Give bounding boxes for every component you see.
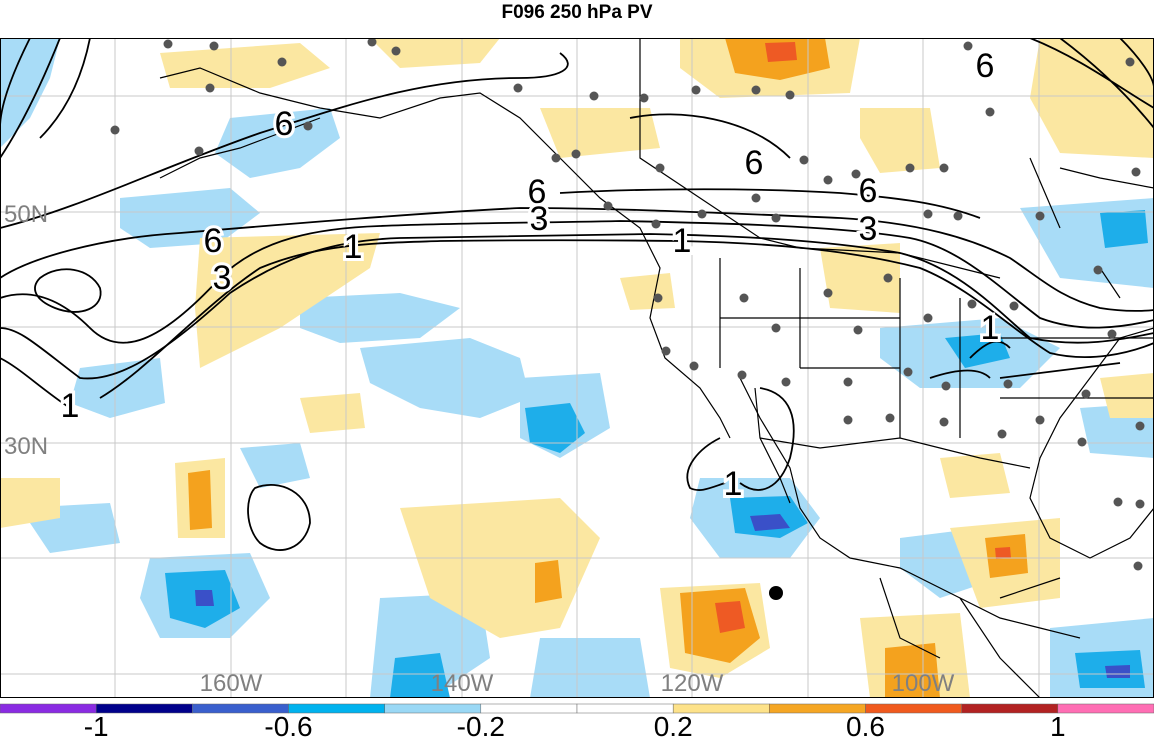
anomaly-pos-core-2 <box>188 470 212 530</box>
contour-1-plains <box>929 340 1011 379</box>
anomaly-neg-1 <box>0 38 60 148</box>
anomaly-neg-core-1 <box>525 403 585 453</box>
lat-labels: 50N 30N <box>4 201 48 460</box>
colorbar-swatch <box>961 703 1059 714</box>
anomaly-pos-16 <box>1100 373 1154 418</box>
contour-label: 1 <box>981 309 1000 347</box>
contour-label: 1 <box>344 228 363 266</box>
anomaly-pos-max-3 <box>995 547 1011 559</box>
lon-label-160w: 160W <box>200 670 263 697</box>
anomaly-neg-max-3 <box>1105 665 1130 678</box>
contour-label: 6 <box>859 172 878 210</box>
contour-closed-1 <box>34 268 102 313</box>
shading-red-orange <box>715 42 1011 633</box>
anomaly-neg-core-6 <box>390 653 450 698</box>
anomaly-pos-5 <box>860 108 940 173</box>
lon-label-140w: 140W <box>431 670 494 697</box>
lat-label-50n: 50N <box>4 201 48 228</box>
anomaly-pos-8 <box>820 243 900 313</box>
mexico-coast <box>739 377 1081 639</box>
station-dots <box>110 38 1145 571</box>
anomaly-neg-core-5 <box>1100 210 1148 248</box>
contour-label: 1 <box>673 222 692 260</box>
canada-borders <box>1029 157 1154 299</box>
central-america-borders <box>879 577 1061 698</box>
anomaly-pos-core-5 <box>885 643 940 698</box>
us-mexico-border <box>759 437 1031 469</box>
colorbar-swatch <box>0 703 97 714</box>
contour-6-band <box>559 188 981 219</box>
colorbar-label: 0.6 <box>846 711 885 739</box>
anomaly-pos-2 <box>370 38 500 68</box>
anomaly-neg-max-1 <box>750 514 790 531</box>
gulf-coast <box>1029 327 1154 559</box>
contour-2-jet <box>0 233 1154 380</box>
chart-title: F096 250 hPa PV <box>501 2 653 23</box>
contour-closed-2 <box>247 484 311 551</box>
anomaly-neg-11 <box>530 638 650 698</box>
anomaly-pos-6 <box>1030 38 1154 158</box>
colorbar-label: -0.2 <box>457 711 505 739</box>
anomaly-pos-9 <box>300 393 365 433</box>
anomaly-pos-12 <box>400 498 600 638</box>
anomaly-neg-3 <box>120 188 260 248</box>
graticule <box>0 38 1154 698</box>
pv-map: 6 6 6 6 6 6 3 3 3 1 1 1 1 1 <box>0 38 1154 698</box>
colorbar-label: -0.6 <box>264 711 312 739</box>
anomaly-pos-4 <box>540 108 660 158</box>
highlight-dot <box>769 586 783 600</box>
anomaly-neg-max-2 <box>195 590 214 606</box>
us-canada-border <box>639 38 1001 279</box>
contour-6-jet <box>0 207 1154 312</box>
colorbar-label: 1 <box>1050 711 1066 739</box>
colorbar-labels: -1 -0.6 -0.2 0.2 0.6 1 <box>84 711 1066 739</box>
colorbar-label: -1 <box>84 711 109 739</box>
contour-label: 6 <box>204 222 223 260</box>
colorbar-swatch <box>1057 703 1154 714</box>
state-borders <box>719 258 1154 438</box>
contour-label: 3 <box>213 259 232 297</box>
contour-6-north <box>0 52 569 229</box>
contour-label: 1 <box>61 387 80 425</box>
anomaly-neg-6 <box>70 358 165 418</box>
pv-contours <box>0 38 1154 551</box>
contour-label: 3 <box>859 210 878 248</box>
anomaly-pos-11 <box>0 478 60 528</box>
contour-label: 3 <box>530 200 549 238</box>
shading-dark-blue <box>195 514 1130 678</box>
colorbar: -1 -0.6 -0.2 0.2 0.6 1 <box>0 703 1154 739</box>
contour-label: 6 <box>976 47 995 85</box>
colorbar-swatches <box>0 703 1154 714</box>
contour-label: 6 <box>745 144 764 182</box>
contour-1-jet <box>0 239 1154 409</box>
lat-label-30n: 30N <box>4 433 48 460</box>
anomaly-neg-17 <box>240 443 310 488</box>
contour-1-baja-2 <box>686 437 726 491</box>
anomaly-pos-max-2 <box>765 42 797 62</box>
contour-6-central <box>629 113 791 159</box>
lon-labels: 160W 140W 120W 100W <box>200 670 955 697</box>
contour-label: 1 <box>724 465 743 503</box>
anomaly-pos-core-3 <box>535 560 562 603</box>
contour-1-east <box>999 362 1121 379</box>
contour-label: 6 <box>275 105 294 143</box>
colorbar-label: 0.2 <box>654 711 693 739</box>
anomaly-neg-5 <box>360 338 530 418</box>
lon-label-120w: 120W <box>661 670 724 697</box>
aleutians <box>159 117 321 179</box>
anomaly-pos-7 <box>195 233 380 368</box>
lon-label-100w: 100W <box>892 670 955 697</box>
anomaly-pos-max-1 <box>715 601 745 633</box>
anomaly-neg-4 <box>300 293 460 343</box>
contour-3-jet <box>0 220 1154 344</box>
anomaly-pos-17 <box>940 453 1010 498</box>
colorbar-swatch <box>95 703 193 714</box>
anomaly-pos-1 <box>160 43 330 88</box>
contour-1-baja <box>739 387 795 491</box>
baja-california <box>754 387 791 504</box>
contour-label: 6 <box>528 173 547 211</box>
